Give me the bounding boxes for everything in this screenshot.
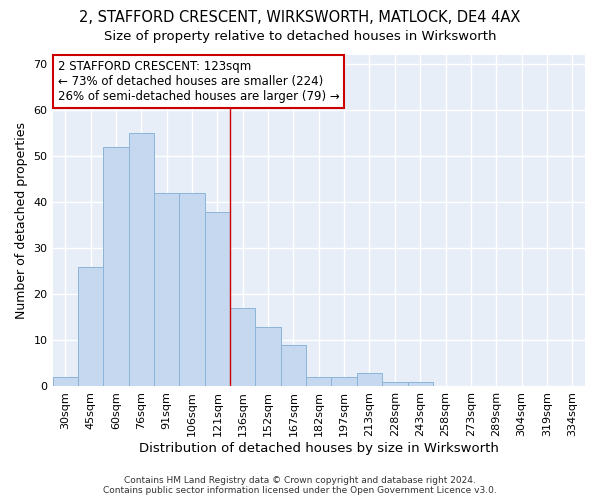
Bar: [281, 345, 306, 387]
Bar: [53, 378, 78, 386]
Y-axis label: Number of detached properties: Number of detached properties: [15, 122, 28, 319]
Text: Contains HM Land Registry data © Crown copyright and database right 2024.
Contai: Contains HM Land Registry data © Crown c…: [103, 476, 497, 495]
Bar: [382, 382, 407, 386]
Bar: [128, 134, 154, 386]
Text: 2 STAFFORD CRESCENT: 123sqm
← 73% of detached houses are smaller (224)
26% of se: 2 STAFFORD CRESCENT: 123sqm ← 73% of det…: [58, 60, 340, 103]
Bar: [78, 267, 103, 386]
Bar: [205, 212, 230, 386]
X-axis label: Distribution of detached houses by size in Wirksworth: Distribution of detached houses by size …: [139, 442, 499, 455]
Text: 2, STAFFORD CRESCENT, WIRKSWORTH, MATLOCK, DE4 4AX: 2, STAFFORD CRESCENT, WIRKSWORTH, MATLOC…: [79, 10, 521, 25]
Bar: [179, 193, 205, 386]
Bar: [154, 193, 179, 386]
Bar: [256, 326, 281, 386]
Bar: [103, 147, 128, 386]
Bar: [230, 308, 256, 386]
Bar: [331, 378, 357, 386]
Bar: [306, 378, 331, 386]
Bar: [407, 382, 433, 386]
Bar: [357, 372, 382, 386]
Text: Size of property relative to detached houses in Wirksworth: Size of property relative to detached ho…: [104, 30, 496, 43]
